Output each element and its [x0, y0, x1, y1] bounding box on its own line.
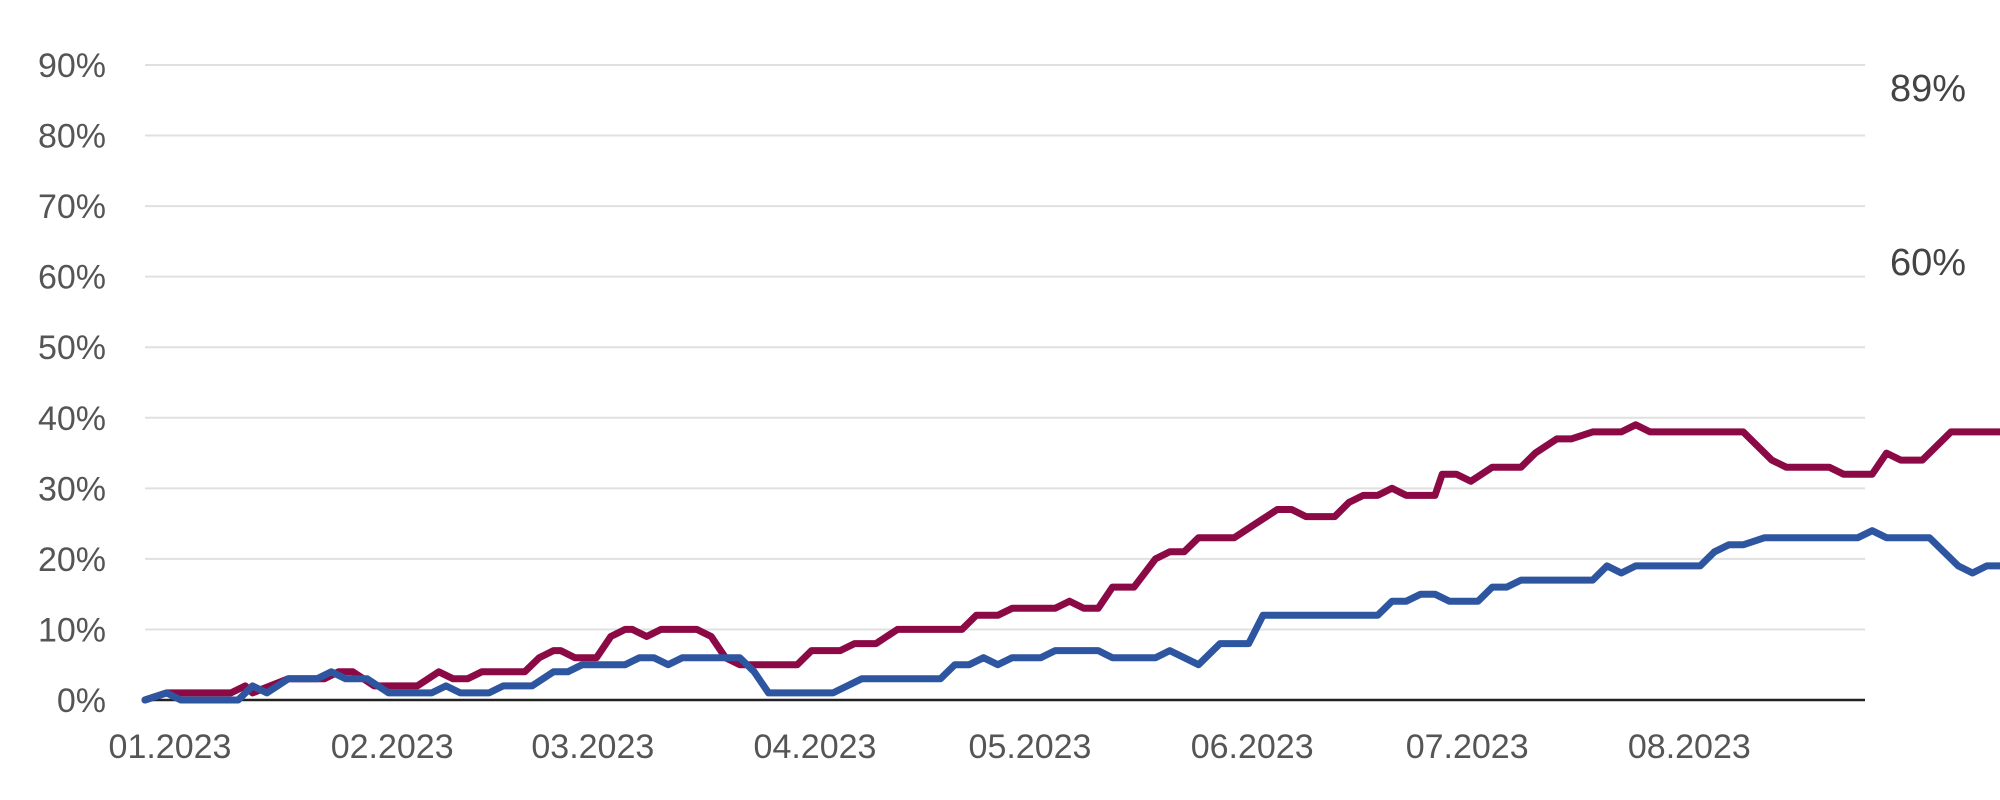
- y-tick-label: 30%: [38, 470, 106, 508]
- series-line-2: [141, 527, 2000, 704]
- end-value-label: 89%: [1890, 68, 1966, 110]
- y-tick-label: 0%: [57, 682, 106, 720]
- end-value-labels: 89% 60%: [1890, 68, 1966, 284]
- x-axis-tick-labels: 01.2023 02.2023 03.2023 04.2023 05.2023 06.20…: [109, 728, 1751, 766]
- y-tick-label: 10%: [38, 611, 106, 649]
- x-tick-label: 01.2023: [109, 728, 232, 766]
- y-tick-label: 20%: [38, 541, 106, 579]
- x-tick-label: 06.2023: [1191, 728, 1314, 766]
- x-tick-label: 07.2023: [1406, 728, 1529, 766]
- y-tick-label: 70%: [38, 188, 106, 226]
- y-tick-label: 90%: [38, 47, 106, 85]
- x-tick-label: 05.2023: [969, 728, 1092, 766]
- y-tick-label: 40%: [38, 400, 106, 438]
- y-tick-label: 60%: [38, 259, 106, 297]
- x-tick-label: 03.2023: [531, 728, 654, 766]
- y-tick-label: 50%: [38, 329, 106, 367]
- end-value-label: 60%: [1890, 242, 1966, 284]
- series-lines: [141, 421, 2000, 704]
- series-line-1: [141, 421, 2000, 704]
- y-tick-label: 80%: [38, 118, 106, 156]
- x-tick-label: 02.2023: [331, 728, 454, 766]
- x-tick-label: 04.2023: [754, 728, 877, 766]
- x-tick-label: 08.2023: [1628, 728, 1751, 766]
- gridlines: [145, 64, 1865, 631]
- y-axis-tick-labels: 0% 10% 20% 30% 40% 50% 60% 70% 80% 90%: [38, 47, 106, 720]
